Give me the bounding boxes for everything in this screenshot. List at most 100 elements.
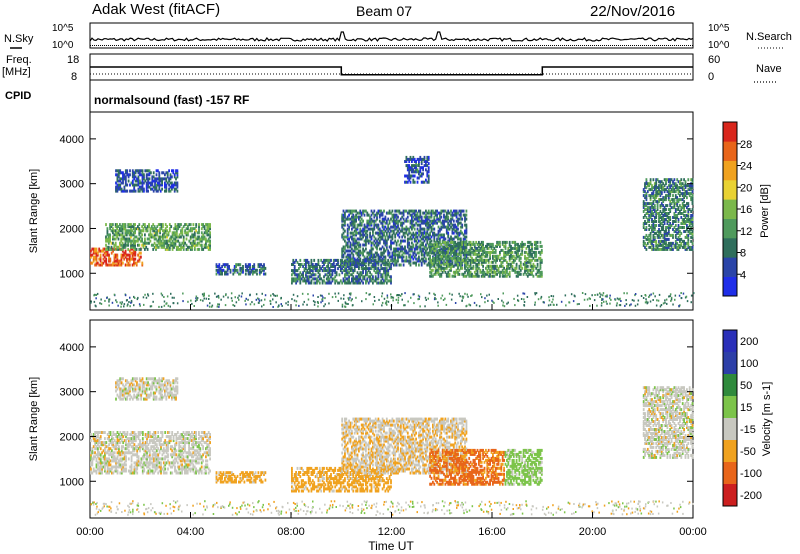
echo-cell [141, 175, 144, 179]
echo-cell [670, 243, 673, 247]
echo-cell [409, 209, 412, 213]
echo-cell [398, 231, 401, 235]
echo-cell [359, 249, 362, 253]
echo-cell [123, 303, 126, 306]
echo-cell [666, 214, 669, 217]
echo-cell [444, 242, 447, 246]
echo-cell [423, 227, 426, 231]
echo-cell [451, 223, 454, 227]
echo-cell [147, 183, 149, 187]
echo-cell [369, 217, 371, 221]
echo-cell [486, 270, 489, 274]
echo-cell [645, 243, 648, 247]
echo-cell [494, 270, 497, 274]
echo-cell [109, 263, 112, 267]
echo-cell [383, 267, 385, 271]
echo-cell [342, 247, 345, 251]
echo-cell [341, 219, 344, 223]
echo-cell [457, 272, 459, 276]
echo-cell [461, 258, 464, 262]
echo-cell [454, 248, 457, 252]
echo-cell [366, 225, 369, 229]
echo-cell [540, 274, 543, 278]
echo-cell [134, 261, 137, 265]
echo-cell [387, 249, 390, 253]
echo-cell [440, 227, 443, 231]
echo-cell [464, 264, 466, 268]
echo-cell [486, 268, 489, 272]
echo-cell [205, 239, 207, 243]
echo-cell [120, 259, 123, 263]
echo-cell [351, 269, 353, 273]
echo-cell [409, 174, 412, 178]
echo-cell [320, 301, 322, 304]
echo-cell [450, 248, 452, 252]
echo-cell [440, 233, 443, 237]
echo-cell [683, 243, 685, 247]
echo-cell [193, 239, 196, 243]
echo-cell [173, 243, 175, 247]
echo-cell [327, 271, 330, 275]
echo-cell [524, 256, 526, 260]
echo-cell [182, 245, 185, 249]
echo-cell [655, 194, 658, 198]
echo-cell [511, 254, 514, 258]
echo-cell [535, 244, 538, 248]
echo-cell [440, 254, 443, 258]
echo-cell [218, 263, 221, 267]
echo-cell [455, 252, 458, 256]
echo-cell [376, 239, 378, 243]
echo-cell [344, 213, 346, 217]
echo-cell [139, 235, 142, 239]
echo-cell [422, 237, 424, 241]
echo-cell [209, 245, 211, 249]
echo-cell [159, 227, 161, 231]
echo-cell [644, 196, 646, 200]
echo-cell [366, 277, 369, 281]
echo-cell [465, 255, 468, 259]
echo-cell [296, 275, 299, 279]
echo-cell [510, 250, 512, 254]
echo-cell [690, 186, 692, 190]
echo-cell [538, 270, 540, 274]
echo-cell [258, 299, 261, 302]
echo-cell [348, 261, 350, 265]
echo-cell [454, 244, 457, 248]
echo-cell [351, 227, 353, 231]
echo-cell [191, 227, 193, 231]
echo-cell [215, 295, 218, 298]
echo-cell [515, 270, 518, 274]
echo-cell [440, 262, 443, 266]
echo-cell [126, 169, 129, 173]
echo-cell [263, 303, 265, 306]
echo-cell [398, 263, 401, 267]
echo-cell [161, 294, 164, 297]
echo-cell [381, 292, 384, 295]
echo-cell [402, 251, 405, 255]
echo-cell [440, 297, 442, 300]
echo-cell [429, 225, 431, 229]
echo-cell [468, 242, 471, 246]
echo-cell [690, 239, 692, 243]
echo-cell [346, 215, 349, 219]
echo-cell [328, 267, 331, 271]
echo-cell [370, 267, 373, 271]
echo-cell [314, 281, 317, 285]
echo-cell [492, 248, 494, 252]
echo-cell [515, 256, 518, 260]
echo-cell [459, 240, 462, 244]
echo-cell [128, 237, 131, 241]
echo-cell [328, 271, 331, 275]
echo-cell [145, 296, 148, 299]
echo-cell [187, 227, 189, 231]
echo-cell [158, 173, 161, 177]
echo-cell [106, 251, 109, 255]
echo-cell [129, 296, 131, 299]
echo-cell [348, 298, 350, 301]
echo-cell [351, 211, 353, 215]
echo-cell [168, 223, 171, 227]
echo-cell [331, 277, 334, 281]
echo-cell [680, 216, 683, 219]
echo-cell [447, 231, 450, 235]
echo-cell [436, 251, 438, 255]
